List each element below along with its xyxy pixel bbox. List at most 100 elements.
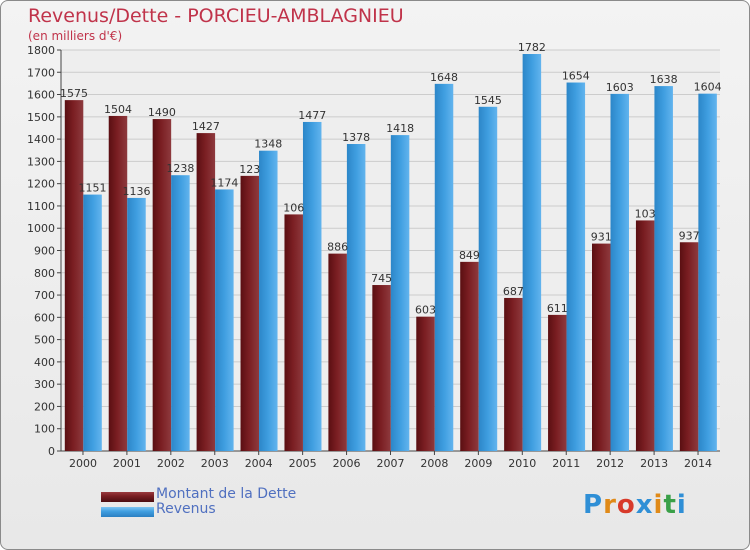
y-tick-label: 300: [34, 378, 55, 391]
data-label-revenue: 1638: [650, 73, 678, 86]
x-tick-label: 2006: [333, 457, 361, 470]
data-label-debt: 611: [547, 302, 568, 315]
bar-revenue: [390, 135, 410, 451]
logo-letter: x: [635, 490, 654, 520]
bar-debt: [108, 115, 128, 451]
data-label-debt: 1490: [148, 106, 176, 119]
legend-label-debt: Montant de la Dette: [156, 486, 297, 502]
x-tick-label: 2012: [596, 457, 624, 470]
data-label-revenue: 1348: [254, 138, 282, 151]
data-label-debt: 849: [459, 249, 480, 262]
y-tick-label: 1400: [27, 133, 55, 146]
bar-revenue: [83, 194, 102, 452]
y-tick-label: 600: [34, 311, 55, 324]
y-tick-label: 1200: [27, 178, 55, 191]
y-tick-label: 1700: [27, 66, 55, 79]
data-label-revenue: 1782: [518, 41, 546, 54]
y-tick-label: 400: [34, 356, 55, 369]
bar-debt: [64, 100, 84, 451]
bar-debt: [460, 261, 479, 451]
bar-revenue: [346, 144, 366, 452]
chart-title: Revenus/Dette - PORCIEU-AMBLAGNIEU: [28, 5, 404, 27]
y-tick-label: 1800: [27, 44, 55, 57]
bar-revenue: [215, 189, 234, 451]
logo-letter: P: [583, 490, 604, 520]
data-label-revenue: 1603: [606, 81, 634, 94]
data-label-revenue: 1174: [210, 176, 238, 189]
y-tick-label: 1000: [27, 222, 55, 235]
data-label-revenue: 1238: [166, 162, 194, 175]
x-tick-label: 2003: [201, 457, 229, 470]
y-tick-label: 800: [34, 267, 55, 280]
data-label-revenue: 1654: [562, 70, 590, 83]
bar-revenue: [566, 82, 586, 451]
bar-revenue: [259, 150, 278, 451]
bar-debt: [240, 175, 260, 451]
data-label-revenue: 1136: [122, 185, 150, 198]
data-label-revenue: 1648: [430, 71, 458, 84]
proxiti-logo: Proxiti: [583, 490, 687, 520]
chart-subtitle: (en milliers d'€): [28, 29, 123, 43]
bar-debt: [504, 297, 523, 451]
data-label-revenue: 1378: [342, 131, 370, 144]
legend-label-revenue: Revenus: [156, 501, 216, 517]
logo-letter: t: [663, 490, 677, 520]
bar-revenue: [434, 83, 454, 452]
bar-revenue: [478, 106, 498, 451]
data-label-debt: 1504: [104, 103, 132, 116]
bar-debt: [196, 133, 216, 451]
data-label-revenue: 1418: [386, 122, 414, 135]
y-tick-label: 0: [48, 445, 55, 458]
bar-debt: [679, 242, 699, 451]
data-label-debt: 687: [503, 285, 524, 298]
bar-debt: [328, 253, 347, 451]
data-label-debt: 123: [239, 163, 260, 176]
x-tick-label: 2013: [640, 457, 668, 470]
data-label-debt: 1575: [60, 87, 88, 100]
x-tick-label: 2007: [377, 457, 405, 470]
x-tick-label: 2000: [69, 457, 97, 470]
legend-swatch-debt: [101, 492, 154, 502]
data-label-debt: 937: [679, 229, 700, 242]
data-label-debt: 931: [591, 231, 612, 244]
data-label-revenue: 1151: [79, 182, 107, 195]
bar-debt: [548, 314, 567, 451]
data-label-revenue: 1604: [694, 81, 722, 94]
bar-revenue: [610, 93, 629, 452]
x-tick-label: 2004: [245, 457, 273, 470]
x-tick-label: 2011: [552, 457, 580, 470]
bar-revenue: [698, 93, 717, 452]
legend-swatch-revenue: [101, 507, 154, 517]
x-tick-label: 2009: [464, 457, 492, 470]
x-tick-label: 2010: [508, 457, 536, 470]
x-tick-label: 2001: [113, 457, 141, 470]
x-tick-label: 2008: [420, 457, 448, 470]
y-tick-label: 1100: [27, 200, 55, 213]
data-label-debt: 1427: [192, 120, 220, 133]
bar-revenue: [127, 197, 146, 451]
bar-revenue: [654, 86, 673, 451]
y-tick-label: 500: [34, 334, 55, 347]
x-tick-label: 2005: [289, 457, 317, 470]
data-label-debt: 886: [327, 241, 348, 254]
x-tick-label: 2002: [157, 457, 185, 470]
data-label-debt: 106: [283, 201, 304, 214]
logo-letter: i: [653, 490, 664, 520]
bar-debt: [372, 285, 391, 451]
y-tick-label: 700: [34, 289, 55, 302]
bar-debt: [284, 214, 303, 451]
data-label-debt: 603: [415, 304, 436, 317]
y-tick-label: 1300: [27, 155, 55, 168]
logo-letter: o: [616, 490, 636, 520]
logo-letter: r: [603, 490, 617, 520]
logo-letter: i: [676, 490, 687, 520]
data-label-revenue: 1545: [474, 94, 502, 107]
bar-revenue: [522, 54, 542, 451]
bar-revenue: [171, 175, 190, 451]
y-tick-label: 1500: [27, 111, 55, 124]
data-label-debt: 103: [635, 207, 656, 220]
y-tick-label: 200: [34, 400, 55, 413]
bar-debt: [635, 220, 655, 451]
